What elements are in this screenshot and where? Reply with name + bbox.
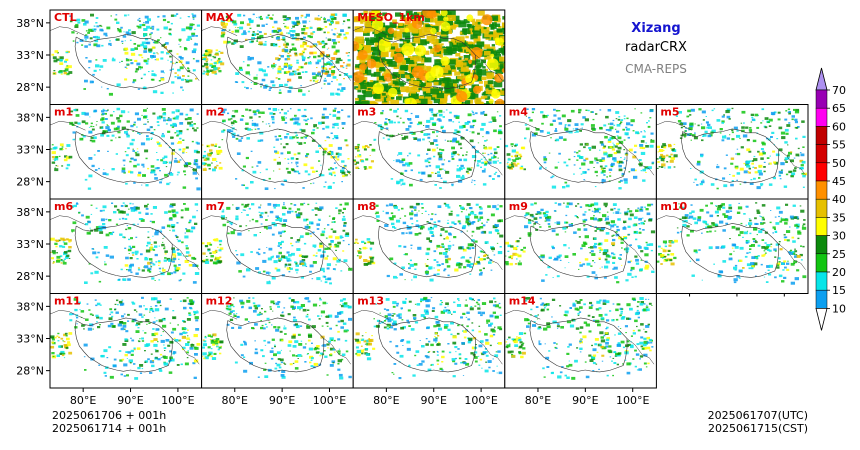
init-times: 2025061706 + 001h 2025061714 + 001h	[52, 409, 166, 435]
colorbar-label: 25	[832, 248, 846, 261]
colorbar-segment	[815, 198, 828, 218]
panel-label: m3	[357, 106, 376, 119]
variable-title: radarCRX	[625, 40, 687, 55]
colorbar-label: 65	[832, 102, 846, 115]
x-tick-label: 80°E	[525, 394, 551, 407]
y-tick-label: 28°N	[16, 176, 44, 189]
panel-label: MESO_1km	[357, 11, 425, 24]
y-tick-label: 38°N	[16, 300, 44, 313]
map-panel-m9: m9	[504, 198, 657, 294]
panel-label: m1	[54, 106, 73, 119]
region-title: Xizang	[631, 21, 681, 36]
y-tick-label: 33°N	[16, 144, 44, 157]
colorbar-segment	[815, 289, 828, 309]
map-panel-m8: m8	[352, 198, 506, 294]
x-tick-label: 80°E	[373, 394, 399, 407]
panel-label: m6	[54, 200, 73, 213]
panel-label: m14	[509, 295, 536, 308]
map-panel-m1: m1	[49, 104, 203, 200]
colorbar-segment	[815, 162, 828, 182]
colorbar-segment	[815, 89, 828, 109]
y-tick-label: 33°N	[16, 49, 44, 62]
panel-label: m7	[206, 200, 225, 213]
colorbar-label: 70	[832, 84, 846, 97]
y-tick-label: 28°N	[16, 270, 44, 283]
map-panel-m11: m11	[49, 293, 203, 389]
colorbar-segment	[815, 144, 828, 164]
colorbar-label: 40	[832, 193, 846, 206]
map-panel-m10: m10	[655, 198, 809, 294]
panel-label: m2	[206, 106, 225, 119]
y-tick-label: 38°N	[16, 17, 44, 30]
y-tick-label: 38°N	[16, 111, 44, 124]
system-title: CMA-REPS	[625, 62, 687, 76]
colorbar-label: 10	[832, 302, 846, 315]
colorbar-label: 55	[832, 139, 846, 152]
colorbar-segment	[815, 217, 828, 236]
x-tick-label: 100°E	[616, 394, 649, 407]
init-time-1: 2025061706 + 001h	[52, 409, 167, 422]
valid-times: 2025061707(UTC) 2025061715(CST)	[690, 409, 808, 435]
y-tick-label: 28°N	[16, 81, 44, 94]
colorbar-under-arrow	[815, 307, 828, 331]
map-panel-m14: m14	[504, 293, 657, 389]
colorbar-label: 30	[832, 230, 846, 243]
map-panel-m7: m7	[201, 198, 354, 294]
panel-label: MAX	[206, 11, 234, 24]
init-time-2: 2025061714 + 001h	[52, 422, 167, 435]
x-tick-label: 90°E	[421, 394, 447, 407]
colorbar-segment	[815, 107, 828, 127]
panel-label: CTL	[54, 11, 77, 24]
x-tick-label: 100°E	[161, 394, 194, 407]
colorbar-segment	[815, 180, 828, 200]
y-tick-label: 33°N	[16, 238, 44, 251]
x-tick-label: 80°E	[222, 394, 248, 407]
colorbar-label: 15	[832, 284, 846, 297]
x-tick-label: 90°E	[117, 394, 143, 407]
x-tick-label: 100°E	[464, 394, 497, 407]
colorbar-label: 60	[832, 120, 846, 133]
x-tick-label: 100°E	[313, 394, 346, 407]
colorbar-segment	[815, 235, 828, 255]
colorbar-segment	[815, 271, 828, 291]
panel-label: m9	[509, 200, 528, 213]
colorbar-label: 35	[832, 211, 846, 224]
panel-label: m4	[509, 106, 528, 119]
map-panel-m3: m3	[352, 104, 506, 200]
y-tick-label: 38°N	[16, 206, 44, 219]
colorbar-segment	[815, 253, 828, 273]
colorbar-label: 20	[832, 266, 846, 279]
colorbar-over-arrow	[815, 67, 828, 91]
map-panel-m2: m2	[201, 104, 354, 200]
y-tick-label: 33°N	[16, 333, 44, 346]
panel-label: m13	[357, 295, 384, 308]
map-panel-m12: m12	[201, 293, 354, 389]
valid-time-utc: 2025061707(UTC)	[707, 409, 808, 422]
map-panel-MAX: MAX	[201, 9, 354, 105]
map-panel-MESO_1km: MESO_1km	[352, 9, 506, 105]
panel-label: m8	[357, 200, 376, 213]
map-panel-m13: m13	[352, 293, 506, 389]
valid-time-cst: 2025061715(CST)	[708, 422, 808, 435]
colorbar-label: 50	[832, 157, 846, 170]
colorbar-label: 45	[832, 175, 846, 188]
map-panel-m4: m4	[504, 104, 657, 200]
x-tick-label: 90°E	[572, 394, 598, 407]
panel-label: m12	[206, 295, 233, 308]
colorbar-segment	[815, 126, 828, 145]
map-panel-m5: m5	[655, 104, 809, 200]
map-panel-m6: m6	[49, 198, 203, 294]
y-tick-label: 28°N	[16, 365, 44, 378]
x-tick-label: 90°E	[269, 394, 295, 407]
panel-label: m11	[54, 295, 81, 308]
x-tick-label: 80°E	[70, 394, 96, 407]
panel-label: m5	[660, 106, 679, 119]
colorbar: 70 65 60 55 50 45 40 35 30 25 20 15 10	[815, 67, 846, 331]
panel-label: m10	[660, 200, 687, 213]
map-panel-CTL: CTL	[49, 9, 203, 105]
